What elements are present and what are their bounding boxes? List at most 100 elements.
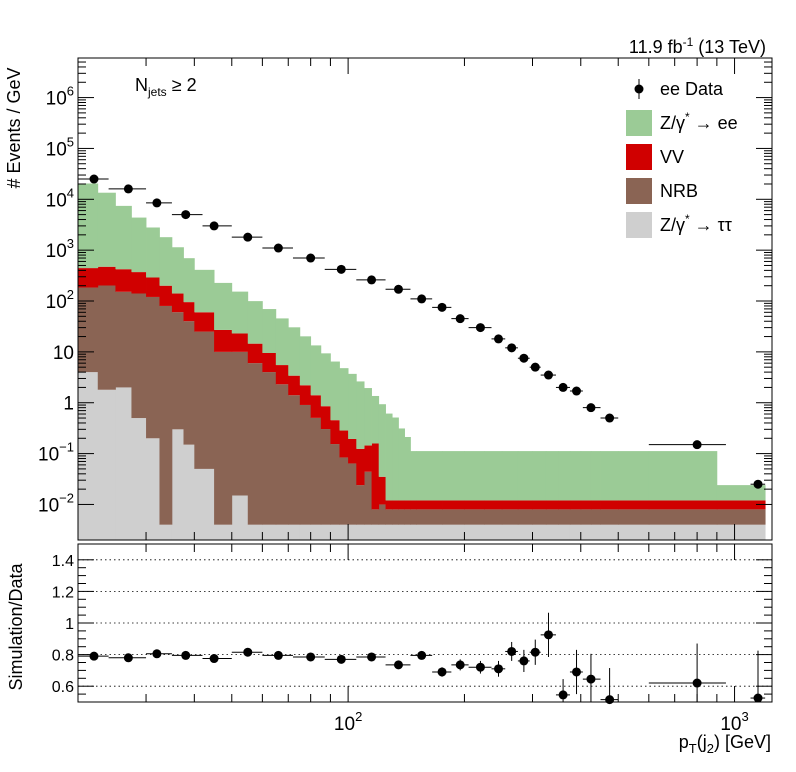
data-marker: [273, 243, 283, 253]
histogram-bar: [398, 428, 405, 501]
histogram-bar: [262, 352, 277, 373]
y-tick-label: 105: [46, 134, 74, 160]
histogram-bar: [484, 509, 503, 525]
legend-label: Z/γ* → ττ: [660, 212, 732, 235]
histogram-bar: [299, 404, 312, 525]
main-axes: 10−2 10−1 1 10 102 103 104 105 106: [38, 57, 773, 541]
histogram-bar: [532, 500, 547, 510]
histogram-bar: [159, 237, 173, 286]
histogram-bar: [392, 509, 399, 525]
data-point: [231, 232, 263, 242]
histogram-bar: [410, 451, 417, 501]
histogram-bar: [146, 227, 160, 278]
histogram-bar: [416, 500, 443, 510]
histogram-bar: [320, 406, 331, 430]
histogram-bar: [131, 293, 147, 419]
histogram-bar: [146, 438, 160, 540]
legend-label: Z/γ* → ee: [660, 110, 738, 133]
histogram-bar: [231, 291, 249, 334]
histogram-bar: [159, 524, 173, 540]
legend-entry: NRB: [626, 178, 698, 204]
histogram-bar: [339, 430, 349, 458]
histogram-bar: [378, 524, 386, 540]
histogram-bar: [183, 444, 195, 540]
x-tick-label: 102: [334, 709, 362, 735]
histogram-bar: [517, 524, 533, 540]
ratio-marker: [586, 674, 596, 684]
ratio-marker: [306, 652, 316, 662]
data-point: [171, 210, 203, 220]
data-marker: [152, 198, 162, 208]
data-point: [569, 386, 583, 396]
ratio-point: [146, 649, 172, 659]
histogram-bar: [194, 312, 215, 332]
histogram-bar: [648, 509, 718, 525]
histogram-bar: [115, 205, 132, 270]
histogram-bar: [339, 457, 349, 525]
ratio-marker: [543, 630, 553, 640]
ratio-point: [385, 660, 411, 670]
histogram-bar: [580, 509, 592, 525]
histogram-bar: [442, 451, 465, 501]
data-point: [540, 370, 556, 380]
x-tick-label: 103: [720, 709, 748, 735]
histogram-bar: [600, 524, 619, 540]
y-tick-label: 1.4: [52, 553, 74, 570]
histogram-bar: [262, 309, 277, 353]
histogram-bar: [590, 524, 601, 540]
histogram-bar: [545, 509, 559, 525]
y-axis-label: # Events / GeV: [4, 67, 24, 188]
data-point: [451, 314, 469, 324]
histogram-bar: [275, 365, 289, 385]
series-nrb: [78, 285, 766, 525]
legend-marker: [634, 84, 644, 94]
legend-entry: VV: [626, 144, 684, 170]
ratio-marker: [519, 656, 529, 666]
histogram-bar: [501, 524, 519, 540]
histogram-bar: [356, 381, 365, 449]
histogram-bar: [618, 509, 650, 525]
histogram-bar: [348, 373, 357, 439]
histogram-bar: [310, 524, 322, 540]
y-tick-label: 103: [46, 236, 74, 262]
data-marker: [455, 314, 465, 324]
data-marker: [753, 479, 763, 489]
y-tick-label: 10−2: [38, 490, 74, 516]
histogram-bar: [484, 524, 503, 540]
histogram-bar: [398, 500, 405, 510]
ratio-point: [324, 654, 357, 664]
data-marker: [417, 294, 427, 304]
y-tick-label: 1.2: [52, 584, 74, 601]
histogram-bar: [231, 351, 249, 496]
data-point: [292, 253, 325, 263]
histogram-bar: [97, 389, 116, 540]
histogram-bar: [356, 524, 365, 540]
histogram-bar: [310, 395, 322, 418]
legend-swatch: [626, 178, 652, 204]
data-marker: [530, 362, 540, 372]
ratio-marker: [605, 695, 615, 705]
y-tick-label: 104: [46, 185, 74, 211]
data-point: [78, 174, 109, 184]
ratio-marker: [692, 678, 702, 688]
data-marker: [336, 264, 346, 274]
histogram-bar: [159, 285, 173, 306]
legend-label: NRB: [660, 181, 698, 201]
ratio-point: [171, 650, 203, 660]
histogram-bar: [404, 509, 411, 525]
ratio-point: [600, 668, 619, 705]
data-point: [468, 323, 492, 333]
legend-entry: Z/γ* → ee: [626, 110, 738, 136]
ratio-point: [505, 641, 518, 661]
histogram-bar: [262, 372, 277, 525]
histogram-bar: [131, 272, 147, 294]
histogram-bar: [464, 524, 485, 540]
histogram-bar: [275, 384, 289, 525]
histogram-bar: [517, 451, 533, 501]
histogram-bar: [398, 524, 405, 540]
histogram-bar: [115, 269, 132, 292]
histogram-bar: [356, 448, 365, 486]
data-marker: [367, 275, 377, 285]
histogram-bar: [716, 485, 766, 501]
data-marker: [572, 386, 582, 396]
